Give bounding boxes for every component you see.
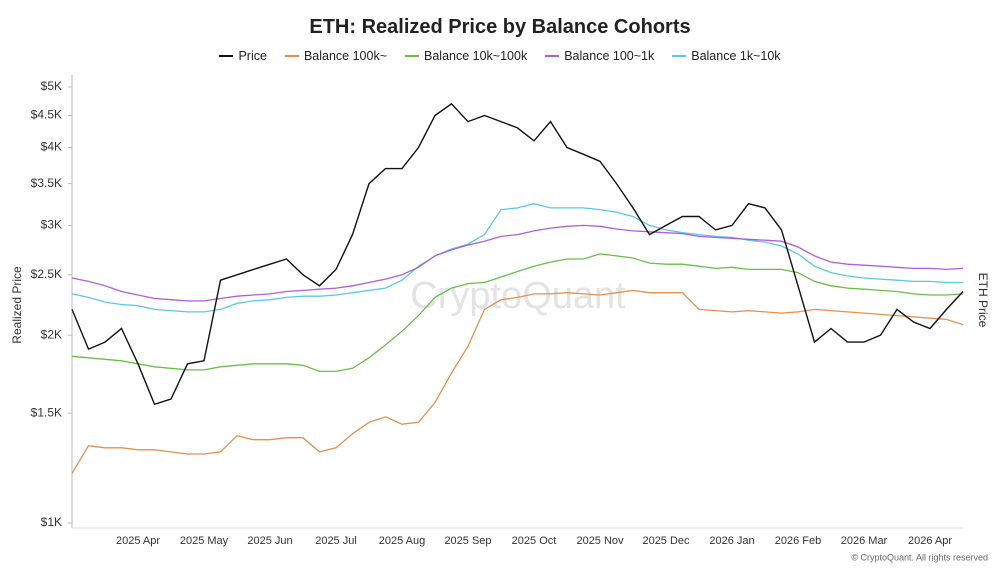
- y-tick-label: $5K: [41, 79, 62, 93]
- legend-label: Balance 1k~10k: [691, 49, 781, 63]
- watermark: CryptoQuant: [410, 275, 626, 317]
- legend-swatch: [545, 55, 560, 57]
- y-tick-label: $4.5K: [31, 108, 62, 122]
- x-tick-label: 2025 Aug: [379, 535, 426, 547]
- series-line: [71, 253, 964, 373]
- series-line: [71, 203, 963, 313]
- legend-label: Balance 10k~100k: [424, 49, 528, 63]
- x-tick-label: 2025 Jul: [315, 535, 357, 547]
- legend: Price Balance 100k~ Balance 10k~100k Balanc…: [0, 49, 1000, 63]
- legend-item[interactable]: Price: [219, 49, 267, 63]
- legend-swatch: [405, 55, 419, 57]
- legend-item[interactable]: Balance 100k~: [284, 49, 387, 63]
- x-tick-label: 2025 Sep: [444, 535, 491, 547]
- x-tick-label: 2025 May: [180, 535, 229, 547]
- legend-item[interactable]: Balance 100~1k: [545, 49, 654, 63]
- y-tick-label: $2.5K: [31, 267, 62, 281]
- x-tick-label: 2025 Oct: [512, 535, 557, 547]
- x-tick-label: 2026 Mar: [841, 535, 888, 547]
- y-tick-label: $3.5K: [31, 176, 62, 190]
- x-tick-label: 2026 Feb: [775, 535, 821, 547]
- y-tick-label: $2K: [41, 327, 62, 341]
- y-axis-label: Realized Price: [10, 266, 24, 344]
- y-tick-label: $1K: [41, 515, 62, 529]
- x-tick-label: 2025 Jun: [247, 535, 292, 547]
- x-tick-label: 2026 Apr: [908, 535, 952, 547]
- legend-swatch: [219, 55, 234, 57]
- x-tick-label: 2025 Dec: [642, 535, 690, 547]
- legend-swatch: [672, 55, 687, 57]
- legend-label: Balance 100k~: [303, 49, 387, 63]
- y-tick-label: $1.5K: [31, 405, 62, 419]
- legend-label: Balance 100~1k: [564, 49, 655, 63]
- legend-swatch: [284, 55, 299, 57]
- x-tick-label: 2025 Apr: [116, 535, 160, 547]
- y-tick-label: $3K: [41, 218, 62, 232]
- series-line: [71, 102, 964, 406]
- x-tick-label: 2025 Nov: [576, 535, 624, 547]
- y2-axis-label: ETH Price: [976, 273, 990, 328]
- legend-label: Price: [238, 49, 267, 63]
- series-line: [71, 289, 964, 474]
- chart-title: ETH: Realized Price by Balance Cohorts: [309, 16, 691, 38]
- legend-item[interactable]: Balance 1k~10k: [672, 49, 781, 63]
- x-tick-label: 2026 Jan: [709, 535, 754, 547]
- credit: © CryptoQuant. All rights reserved: [851, 552, 988, 562]
- series-line: [71, 224, 964, 302]
- legend-item[interactable]: Balance 10k~100k: [405, 49, 527, 63]
- y-tick-label: $4K: [41, 140, 62, 154]
